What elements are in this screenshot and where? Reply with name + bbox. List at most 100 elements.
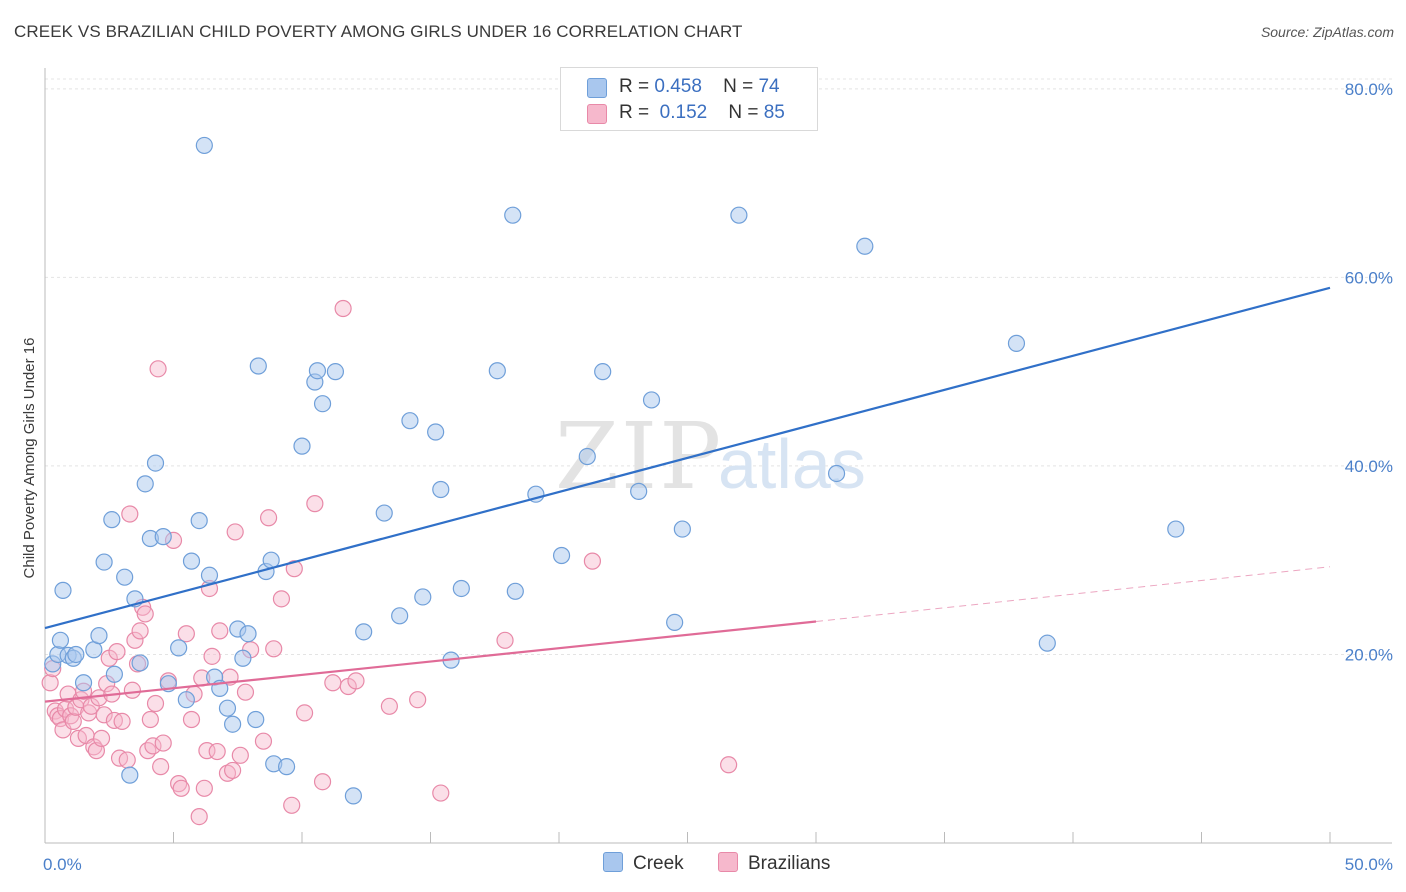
- brazilians-point: [172, 779, 190, 797]
- brazilians-point: [113, 712, 131, 730]
- watermark-atlas: atlas: [718, 425, 866, 503]
- tick-labels: 20.0% 40.0% 60.0% 80.0% 0.0% 50.0%: [43, 80, 1393, 874]
- brazilians-point: [306, 495, 324, 513]
- y-tick-label: 20.0%: [1345, 645, 1393, 664]
- creek-point: [170, 639, 188, 657]
- creek-point: [90, 627, 108, 645]
- brazilians-point: [177, 625, 195, 643]
- creek-point: [552, 546, 571, 565]
- brazilians-point: [108, 643, 126, 661]
- creek-point: [234, 649, 252, 667]
- creek-point: [182, 552, 201, 570]
- creek-point: [74, 674, 93, 692]
- creek-point: [391, 607, 409, 625]
- brazilians-point: [226, 523, 244, 541]
- brazilians-point: [254, 732, 273, 750]
- creek-point: [1038, 634, 1056, 652]
- bottom-legend-label-creek: Creek: [633, 853, 684, 874]
- legend-r-value: 0.458: [654, 76, 702, 97]
- bottom-legend-label-brazilians: Brazilians: [748, 853, 831, 874]
- brazilians-point: [152, 758, 170, 776]
- brazilians-point: [285, 560, 303, 578]
- brazilians-point: [211, 622, 229, 640]
- brazilians-point: [136, 605, 154, 623]
- brazilians-point: [313, 773, 332, 791]
- brazilians-point: [95, 706, 113, 724]
- brazilians-point: [432, 784, 450, 802]
- brazilians-point: [64, 712, 82, 730]
- brazilians-point: [149, 360, 167, 378]
- bottom-legend-creek: Creek: [603, 852, 684, 875]
- brazilians-point: [272, 590, 291, 608]
- legend-n-value: 85: [763, 102, 785, 123]
- creek-point: [121, 766, 139, 784]
- brazilians-point: [236, 683, 255, 701]
- creek-point: [375, 504, 393, 522]
- creek-point: [190, 512, 208, 530]
- legend-r-value: 0.152: [659, 102, 708, 123]
- creek-point: [452, 579, 470, 598]
- brazilians-point: [720, 756, 738, 774]
- creek-point: [630, 482, 648, 500]
- creek-point: [1167, 520, 1185, 538]
- creek-point: [432, 480, 450, 499]
- brazilians-point: [146, 694, 165, 713]
- legend-text-creek: R = 0.458 N = 74: [619, 76, 780, 98]
- creek-point: [247, 710, 265, 729]
- creek-point: [177, 691, 195, 709]
- creek-point: [642, 391, 661, 409]
- creek-point: [277, 758, 296, 776]
- chart-title: CREEK VS BRAZILIAN CHILD POVERTY AMONG G…: [14, 22, 743, 41]
- brazilians-point: [283, 796, 301, 814]
- creek-point: [666, 613, 684, 632]
- brazilians-point: [334, 299, 352, 318]
- brazilians-point: [195, 779, 213, 797]
- creek-points: [44, 103, 1185, 805]
- brazilians-point: [141, 710, 159, 729]
- brazilians-point: [265, 640, 283, 658]
- creek-point: [313, 395, 332, 413]
- legend-r-label: R =: [619, 76, 650, 97]
- legend-n-label: N =: [723, 76, 754, 97]
- creek-point: [344, 787, 362, 805]
- creek-point: [195, 136, 213, 155]
- creek-point: [239, 625, 257, 643]
- brazilians-trendline: [44, 620, 817, 703]
- creek-point: [116, 568, 134, 586]
- brazilians-point: [190, 808, 208, 826]
- brazilians-point: [126, 631, 144, 649]
- creek-point: [1007, 334, 1026, 352]
- creek-point: [414, 588, 432, 606]
- creek-point: [355, 623, 373, 641]
- creek-point: [578, 447, 596, 466]
- creek-point: [200, 566, 219, 584]
- legend-text-brazilians: R = 0.152 N = 85: [619, 102, 785, 124]
- brazilians-point: [347, 672, 365, 690]
- axes: [44, 68, 1392, 844]
- trendlines: [44, 286, 1331, 703]
- brazilians-point: [182, 710, 201, 729]
- brazilians-point: [324, 674, 342, 692]
- brazilians-points: [41, 299, 738, 826]
- y-tick-label: 60.0%: [1345, 268, 1393, 287]
- brazilians-point: [131, 622, 149, 640]
- brazilians-point: [92, 729, 111, 747]
- brazilians-point: [380, 697, 398, 715]
- brazilians-point: [208, 742, 226, 761]
- creek-point: [673, 520, 691, 538]
- legend-n-value: 74: [758, 76, 780, 97]
- gridlines: [45, 78, 1392, 655]
- brazilians-point: [123, 681, 141, 699]
- creek-point: [249, 357, 267, 375]
- source-label: Source: ZipAtlas.com: [1260, 24, 1394, 40]
- brazilians-point: [144, 737, 162, 755]
- creek-point: [95, 553, 113, 571]
- brazilians-point: [121, 505, 139, 523]
- creek-point: [154, 528, 172, 546]
- brazilians-point: [583, 552, 602, 570]
- x-tick-label: 0.0%: [43, 855, 82, 874]
- x-tick-label: 50.0%: [1345, 855, 1393, 874]
- brazilians-point: [224, 761, 242, 780]
- creek-point: [488, 362, 506, 380]
